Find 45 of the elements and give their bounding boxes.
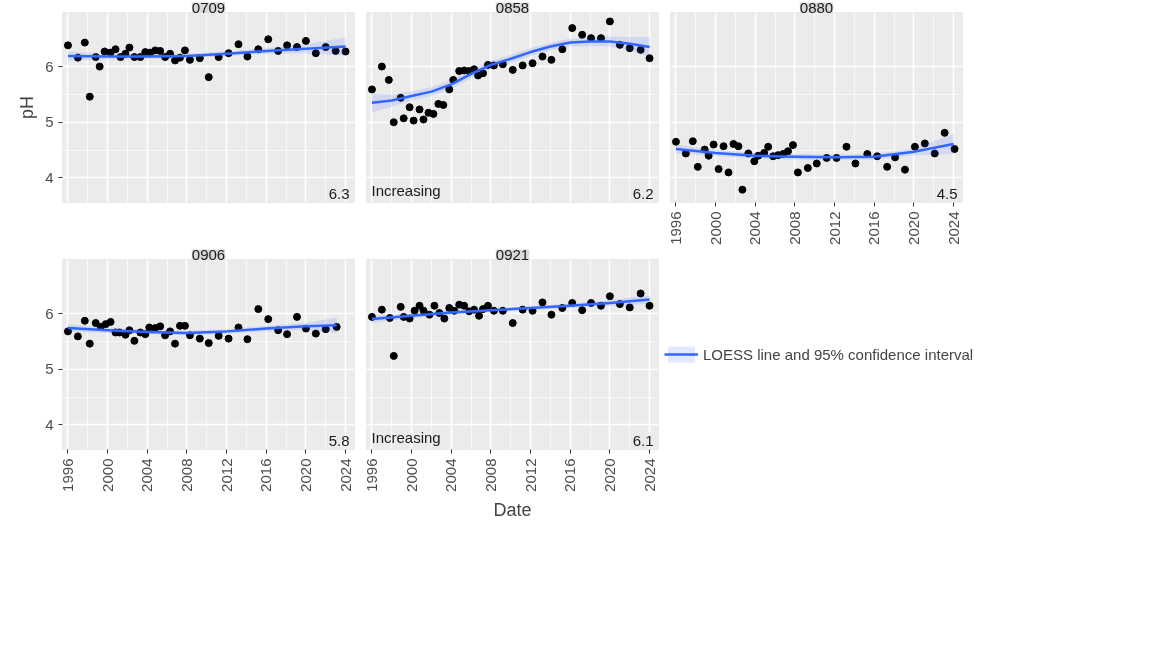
x-tick-label: 2000 — [98, 458, 116, 492]
y-tick-label: 4 — [45, 415, 54, 433]
x-tick-label: 2004 — [442, 458, 460, 492]
y-tick-label: 4 — [45, 168, 54, 186]
annotation: 5.8 — [328, 431, 350, 449]
y-tick-label: 5 — [45, 113, 54, 131]
x-tick-label: 2004 — [746, 211, 764, 245]
x-tick-label: 2016 — [257, 458, 275, 492]
y-tick-label: 6 — [45, 57, 54, 75]
chart-title: 0709 — [191, 0, 226, 16]
x-tick-label: 2020 — [296, 458, 314, 492]
x-tick-label: 2000 — [706, 211, 724, 245]
annotation: 6.2 — [632, 184, 654, 202]
x-tick-label: 2020 — [904, 211, 922, 245]
x-tick-label: 1996 — [666, 211, 684, 245]
x-tick-label: 2024 — [640, 458, 658, 492]
x-tick-label: 2024 — [336, 458, 354, 492]
x-tick-label: 2016 — [561, 458, 579, 492]
x-tick-label: 2008 — [481, 458, 499, 492]
x-tick-label: 2012 — [217, 458, 235, 492]
x-tick-label: 2004 — [138, 458, 156, 492]
chart-title: 0880 — [799, 0, 834, 16]
y-tick-label: 6 — [45, 304, 54, 322]
annotation: 4.5 — [936, 184, 958, 202]
x-tick-label: 1996 — [58, 458, 76, 492]
x-axis-title: Date — [493, 499, 532, 520]
annotation: 6.3 — [328, 184, 350, 202]
legend-label: LOESS line and 95% confidence interval — [703, 345, 974, 363]
x-tick-label: 2020 — [600, 458, 618, 492]
chart-title: 0858 — [495, 0, 530, 16]
x-tick-label: 2008 — [177, 458, 195, 492]
x-tick-label: 2008 — [785, 211, 803, 245]
x-tick-label: 2012 — [825, 211, 843, 245]
x-tick-label: 2016 — [865, 211, 883, 245]
annotation: 6.1 — [632, 431, 654, 449]
x-tick-label: 2024 — [944, 211, 962, 245]
annotation: Increasing — [371, 181, 441, 199]
x-tick-label: 2000 — [402, 458, 420, 492]
x-tick-label: 1996 — [362, 458, 380, 492]
x-tick-label: 2012 — [521, 458, 539, 492]
y-axis-title: pH — [17, 95, 38, 119]
annotation: Increasing — [371, 428, 441, 446]
chart-title: 0921 — [495, 245, 530, 263]
y-tick-label: 5 — [45, 360, 54, 378]
chart-title: 0906 — [191, 245, 226, 263]
